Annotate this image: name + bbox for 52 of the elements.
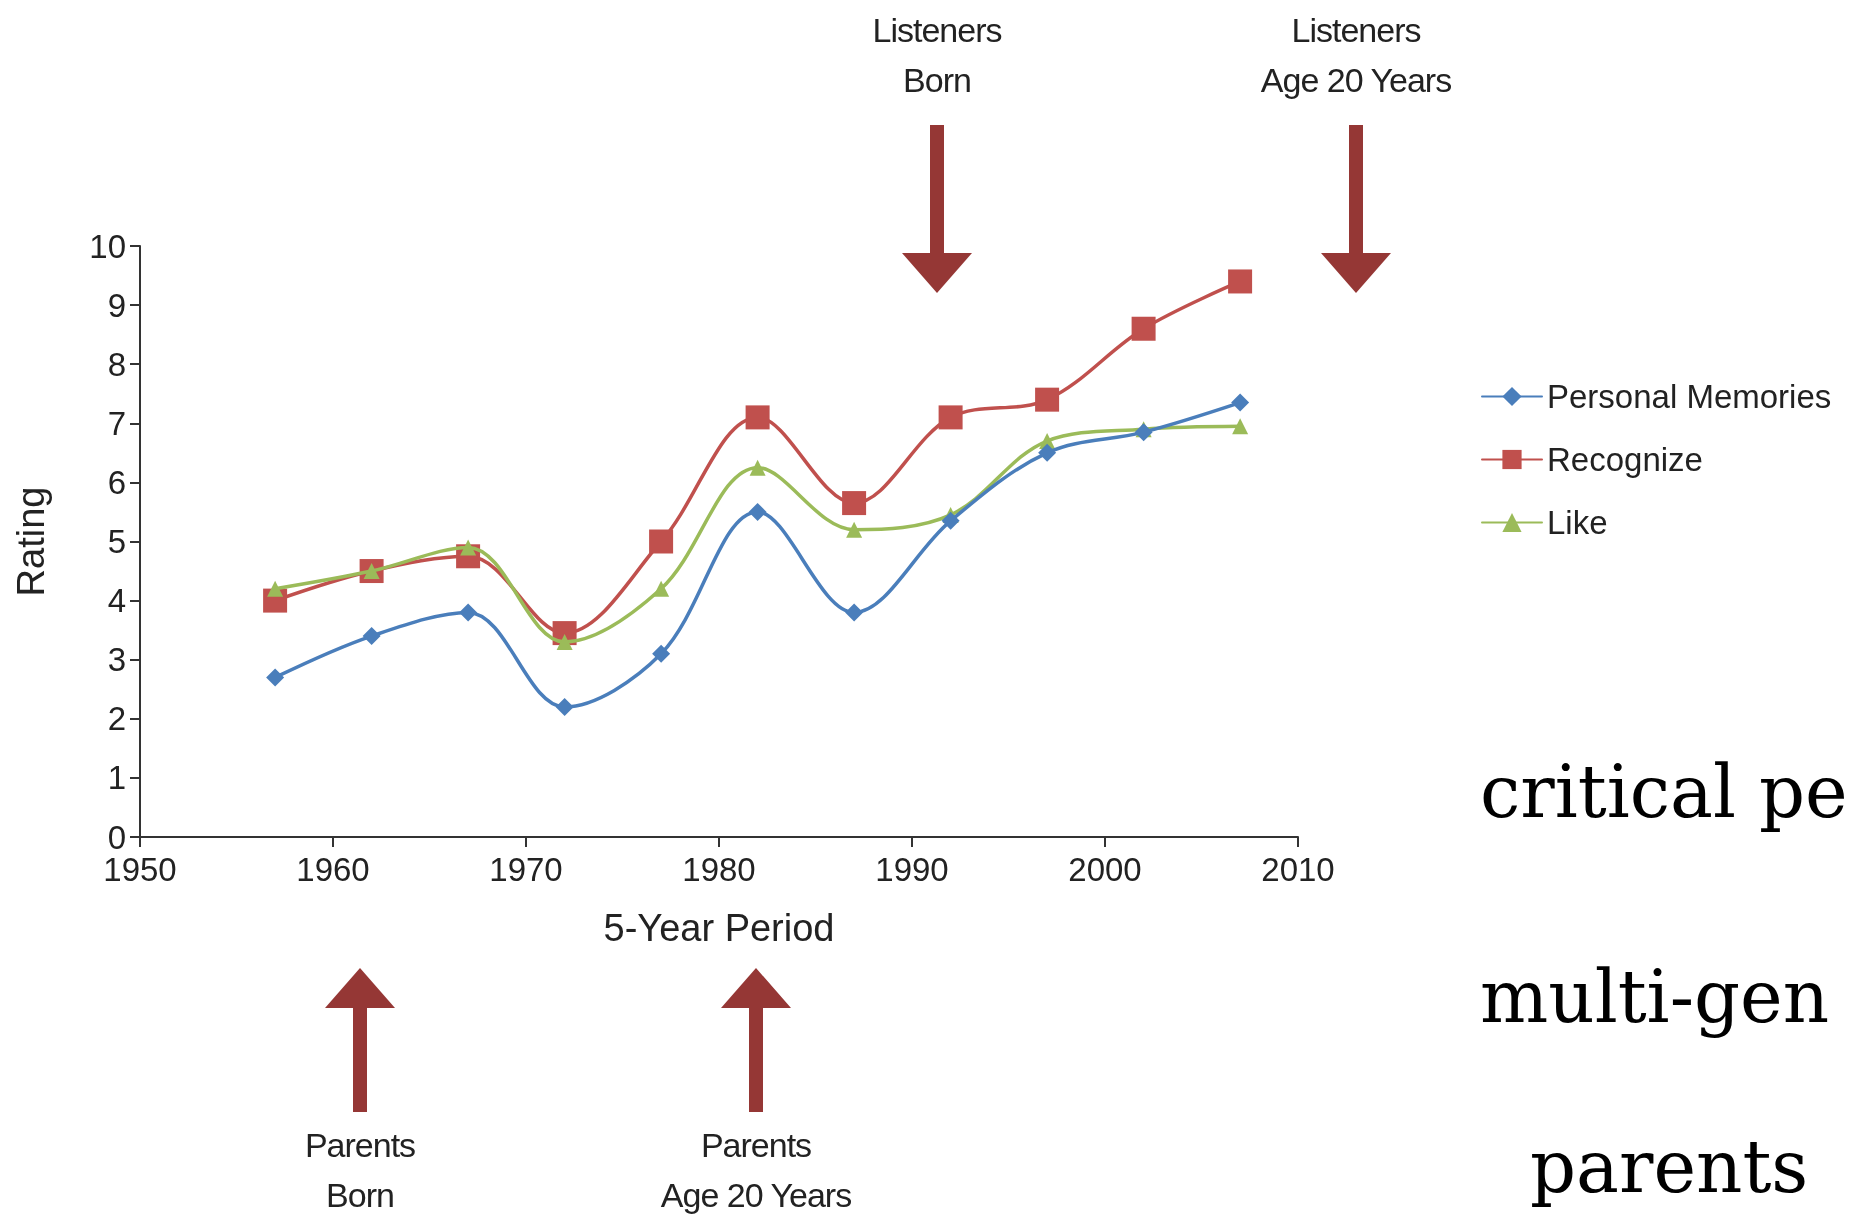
y-tick-label: 3 — [107, 641, 126, 679]
y-tick-label: 10 — [89, 227, 126, 265]
point — [1035, 387, 1060, 412]
y-tick-label: 4 — [107, 582, 126, 620]
y-tick-label: 1 — [107, 759, 126, 797]
y-tick-label: 2 — [107, 700, 126, 738]
point — [460, 539, 477, 556]
point — [748, 502, 767, 521]
legend-label: Personal Memories — [1547, 378, 1832, 415]
point — [1134, 423, 1153, 442]
x-tick-label: 1990 — [875, 851, 949, 888]
point — [842, 491, 867, 516]
point — [845, 603, 864, 622]
x-tick-label: 1980 — [682, 851, 756, 888]
x-tick-label: 2010 — [1261, 851, 1335, 888]
y-tick-label: 6 — [107, 463, 126, 501]
x-axis-title: 5-Year Period — [603, 907, 835, 949]
point — [362, 627, 381, 646]
text: Parents Age 20 Years — [660, 1125, 852, 1216]
y-tick-label: 7 — [107, 404, 126, 442]
text: critical pe — [1480, 750, 1848, 834]
point — [941, 511, 960, 530]
point — [1131, 316, 1156, 341]
point — [653, 580, 670, 597]
point — [266, 668, 285, 687]
point — [1231, 393, 1250, 412]
point — [555, 697, 574, 716]
point — [938, 405, 963, 430]
point — [1038, 443, 1057, 462]
legend-label: Like — [1547, 504, 1608, 541]
text: Listeners Age 20 Years — [1260, 10, 1452, 101]
point — [745, 405, 770, 430]
x-tick-label: 1960 — [296, 851, 370, 888]
y-tick-label: 5 — [107, 523, 126, 560]
y-tick-label: 9 — [107, 286, 126, 324]
x-tick-label: 2000 — [1068, 851, 1142, 888]
point — [749, 459, 766, 476]
text: Listeners Born — [872, 10, 1002, 101]
text: multi-gen — [1480, 955, 1830, 1039]
y-axis-title: Rating — [10, 486, 52, 597]
text: parents — [1530, 1125, 1809, 1209]
point — [267, 580, 284, 597]
y-tick-label: 8 — [107, 345, 126, 383]
point — [1228, 269, 1253, 294]
point — [652, 644, 671, 663]
legend-label: Recognize — [1547, 441, 1703, 478]
point — [649, 529, 674, 554]
point — [846, 521, 863, 538]
point — [459, 603, 478, 622]
point — [1232, 418, 1249, 435]
x-tick-label: 1970 — [489, 851, 563, 888]
text: Parents Born — [304, 1125, 416, 1216]
